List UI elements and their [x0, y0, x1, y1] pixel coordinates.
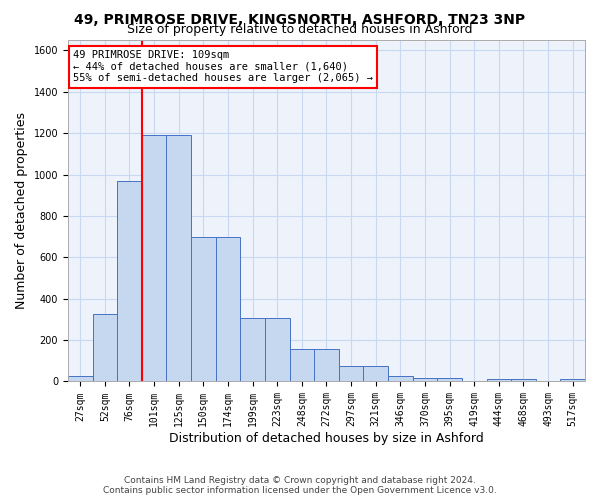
Bar: [437, 378, 462, 382]
Bar: [290, 350, 314, 382]
Bar: [388, 376, 413, 382]
Bar: [142, 135, 166, 382]
Bar: [117, 180, 142, 382]
Bar: [314, 350, 339, 382]
Text: Contains HM Land Registry data © Crown copyright and database right 2024.
Contai: Contains HM Land Registry data © Crown c…: [103, 476, 497, 495]
Bar: [92, 314, 117, 382]
Bar: [487, 380, 511, 382]
Text: 49, PRIMROSE DRIVE, KINGSNORTH, ASHFORD, TN23 3NP: 49, PRIMROSE DRIVE, KINGSNORTH, ASHFORD,…: [74, 12, 526, 26]
Bar: [240, 318, 265, 382]
X-axis label: Distribution of detached houses by size in Ashford: Distribution of detached houses by size …: [169, 432, 484, 445]
Bar: [166, 135, 191, 382]
Bar: [191, 236, 215, 382]
Y-axis label: Number of detached properties: Number of detached properties: [15, 112, 28, 309]
Text: 49 PRIMROSE DRIVE: 109sqm
← 44% of detached houses are smaller (1,640)
55% of se: 49 PRIMROSE DRIVE: 109sqm ← 44% of detac…: [73, 50, 373, 84]
Bar: [215, 236, 240, 382]
Bar: [560, 380, 585, 382]
Text: Size of property relative to detached houses in Ashford: Size of property relative to detached ho…: [127, 22, 473, 36]
Bar: [413, 378, 437, 382]
Bar: [68, 376, 92, 382]
Bar: [339, 366, 364, 382]
Bar: [511, 380, 536, 382]
Bar: [364, 366, 388, 382]
Bar: [265, 318, 290, 382]
